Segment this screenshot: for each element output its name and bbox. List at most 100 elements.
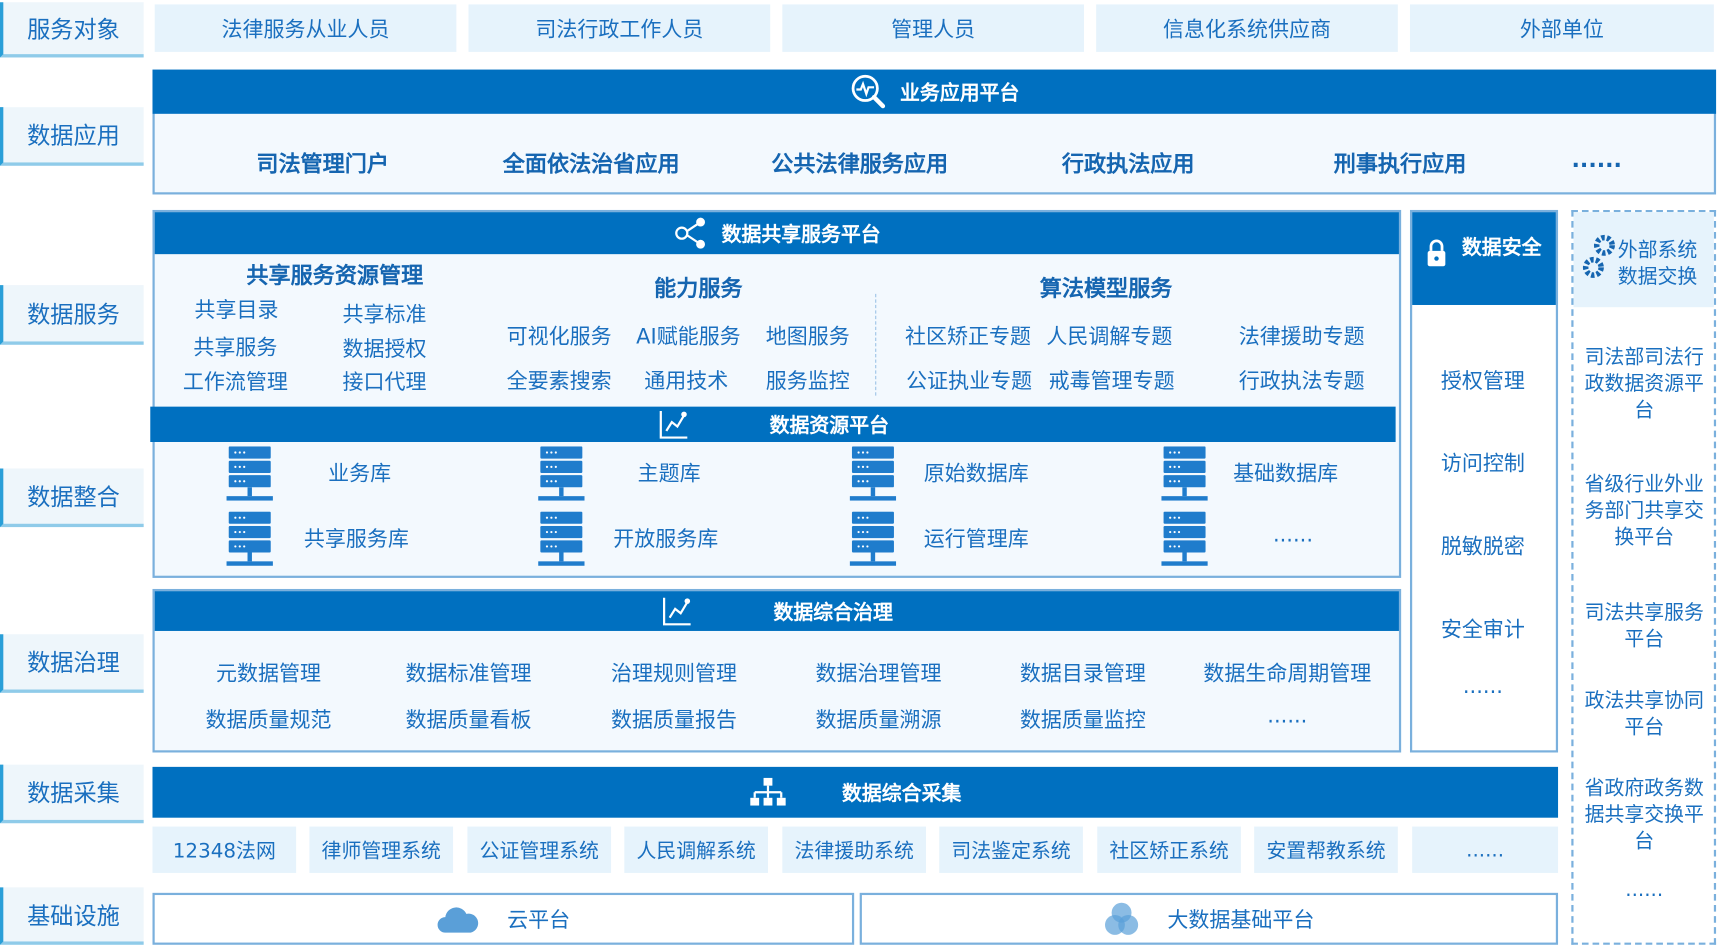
source-system: 12348法网 bbox=[152, 826, 297, 873]
app-item: 刑事执行应用 bbox=[1333, 150, 1467, 177]
resource-mgmt-item: 数据授权 bbox=[342, 337, 427, 362]
security-item: 脱敏脱密 bbox=[1440, 534, 1525, 560]
service-target: 司法行政工作人员 bbox=[468, 4, 771, 52]
source-system: ...... bbox=[1412, 826, 1559, 873]
app-platform-header: 业务应用平台 bbox=[152, 69, 1717, 114]
security-item: 授权管理 bbox=[1440, 369, 1525, 394]
resource-mgmt-item: 共享服务 bbox=[193, 335, 278, 361]
security-header: 数据安全 bbox=[1412, 212, 1556, 305]
external-item: 司法部司法行政数据资源平台 bbox=[1584, 345, 1704, 423]
database-icon bbox=[226, 511, 273, 566]
database-label: 运行管理库 bbox=[923, 527, 1029, 552]
resource-mgmt-item: 接口代理 bbox=[342, 370, 427, 395]
source-system: 司法鉴定系统 bbox=[939, 826, 1083, 873]
database-icon bbox=[1161, 511, 1208, 566]
security-title: 数据安全 bbox=[1461, 236, 1542, 260]
database-icon bbox=[849, 446, 897, 501]
capability-title: 能力服务 bbox=[654, 275, 743, 302]
app-item: 公共法律服务应用 bbox=[771, 150, 949, 177]
cloud-label: 云平台 bbox=[507, 908, 571, 933]
governance-item: 数据标准管理 bbox=[405, 661, 532, 687]
resource-mgmt-title: 共享服务资源管理 bbox=[246, 261, 424, 289]
venn-icon bbox=[1105, 902, 1139, 935]
external-header: 外部系统 数据交换 bbox=[1573, 212, 1714, 308]
source-system: 社区矫正系统 bbox=[1097, 826, 1241, 873]
resource-mgmt-item: 共享目录 bbox=[194, 298, 279, 323]
governance-header: 数据综合治理 bbox=[154, 591, 1399, 631]
algorithm-item: 法律援助专题 bbox=[1238, 324, 1365, 350]
algorithm-title: 算法模型服务 bbox=[1039, 275, 1173, 302]
governance-item: 数据治理管理 bbox=[815, 661, 942, 687]
governance-item: 数据质量监控 bbox=[1019, 708, 1146, 733]
app-item-more: ...... bbox=[1571, 145, 1622, 173]
external-title: 外部系统 bbox=[1617, 238, 1698, 262]
database-label: 主题库 bbox=[637, 461, 701, 487]
external-item: 司法共享服务平台 bbox=[1584, 601, 1704, 651]
governance-item: 数据生命周期管理 bbox=[1203, 661, 1372, 687]
external-item: 省政府政务数据共享交换平台 bbox=[1584, 776, 1704, 854]
governance-item: 数据质量溯源 bbox=[815, 708, 942, 733]
resource-mgmt-item: 共享标准 bbox=[342, 302, 427, 328]
share-platform-header: 数据共享服务平台 bbox=[154, 212, 1399, 255]
bigdata-label: 大数据基础平台 bbox=[1167, 908, 1315, 933]
source-system: 公证管理系统 bbox=[467, 826, 612, 873]
database-icon bbox=[1161, 446, 1208, 501]
source-system: 法律援助系统 bbox=[782, 826, 926, 873]
governance-title: 数据综合治理 bbox=[773, 601, 893, 625]
capability-item: 可视化服务 bbox=[506, 324, 612, 350]
algorithm-item: 人民调解专题 bbox=[1046, 324, 1173, 350]
external-item: 政法共享协同平台 bbox=[1584, 689, 1704, 740]
resource-platform-title: 数据资源平台 bbox=[769, 414, 889, 438]
divider bbox=[875, 293, 877, 396]
database-label: 开放服务库 bbox=[613, 527, 719, 552]
collection-header: 数据综合采集 bbox=[152, 766, 1559, 818]
external-item-more: ...... bbox=[1625, 878, 1664, 902]
layer-label: 数据采集 bbox=[0, 764, 144, 824]
database-icon bbox=[849, 511, 897, 566]
capability-item: 全要素搜索 bbox=[506, 369, 612, 394]
external-item: 省级行业外业务部门共享交换平台 bbox=[1584, 472, 1704, 550]
hierarchy-icon bbox=[750, 777, 786, 806]
cloud-icon bbox=[437, 906, 479, 933]
collection-title: 数据综合采集 bbox=[842, 782, 962, 806]
algorithm-item: 社区矫正专题 bbox=[904, 324, 1031, 350]
service-target: 外部单位 bbox=[1409, 4, 1714, 52]
resource-mgmt-item: 工作流管理 bbox=[182, 370, 288, 395]
source-system: 律师管理系统 bbox=[309, 826, 454, 873]
governance-item: 数据质量规范 bbox=[205, 708, 332, 733]
database-label: 共享服务库 bbox=[303, 527, 409, 552]
security-item-more: ...... bbox=[1462, 674, 1503, 699]
database-icon bbox=[538, 446, 585, 501]
database-icon bbox=[226, 446, 273, 501]
database-label: 业务库 bbox=[328, 461, 392, 487]
chart-icon bbox=[659, 411, 687, 439]
external-title: 数据交换 bbox=[1617, 265, 1698, 289]
resource-platform-header: 数据资源平台 bbox=[150, 406, 1396, 442]
source-system: 人民调解系统 bbox=[624, 826, 768, 873]
layer-label: 服务对象 bbox=[0, 2, 144, 58]
security-item: 安全审计 bbox=[1440, 617, 1525, 643]
algorithm-item: 公证执业专题 bbox=[906, 369, 1033, 394]
service-target: 管理人员 bbox=[782, 4, 1085, 52]
share-platform-title: 数据共享服务平台 bbox=[721, 223, 881, 247]
capability-item: 通用技术 bbox=[644, 369, 729, 394]
governance-item: 数据质量报告 bbox=[611, 708, 738, 733]
algorithm-item: 行政执法专题 bbox=[1238, 369, 1365, 394]
gears-icon bbox=[1582, 234, 1615, 278]
layer-label: 数据整合 bbox=[0, 468, 144, 528]
capability-item: 服务监控 bbox=[765, 369, 850, 394]
database-icon bbox=[538, 511, 585, 566]
governance-item: 治理规则管理 bbox=[611, 661, 738, 687]
database-label: 基础数据库 bbox=[1233, 461, 1339, 487]
app-platform-title: 业务应用平台 bbox=[900, 81, 1020, 105]
layer-label: 数据应用 bbox=[0, 107, 144, 166]
app-item: 全面依法治省应用 bbox=[502, 150, 680, 177]
capability-item: AI赋能服务 bbox=[636, 324, 741, 350]
security-item: 访问控制 bbox=[1440, 451, 1525, 477]
database-label: ...... bbox=[1272, 522, 1314, 547]
algorithm-item: 戒毒管理专题 bbox=[1048, 369, 1175, 394]
search-analytics-icon bbox=[851, 74, 885, 109]
cloud-platform: 云平台 bbox=[152, 892, 855, 945]
database-label: 原始数据库 bbox=[923, 461, 1029, 487]
share-icon bbox=[675, 217, 705, 249]
